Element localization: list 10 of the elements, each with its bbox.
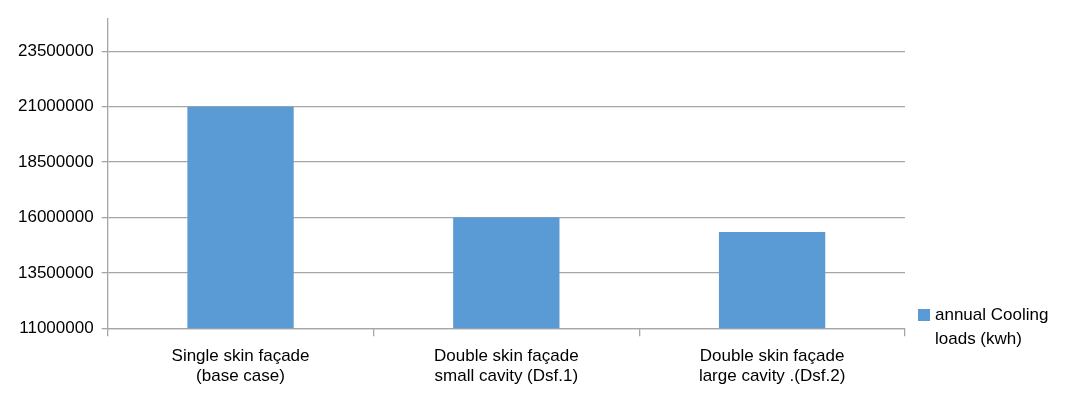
y-tick-label: 13500000: [18, 262, 94, 282]
x-tick-label: Double skin façade large cavity .(Dsf.2): [698, 346, 846, 386]
y-tick-label: 16000000: [18, 207, 94, 227]
y-tick-label: 21000000: [18, 96, 94, 116]
legend-label: annual Cooling loads (kwh): [935, 304, 1050, 350]
y-tick-label: 11000000: [19, 317, 94, 337]
x-tick-label: Double skin façade small cavity (Dsf.1): [434, 346, 579, 386]
x-tick-label: Single skin façade (base case): [171, 346, 310, 386]
y-tick-label: 18500000: [18, 151, 94, 171]
y-tick-label: 23500000: [18, 41, 94, 61]
